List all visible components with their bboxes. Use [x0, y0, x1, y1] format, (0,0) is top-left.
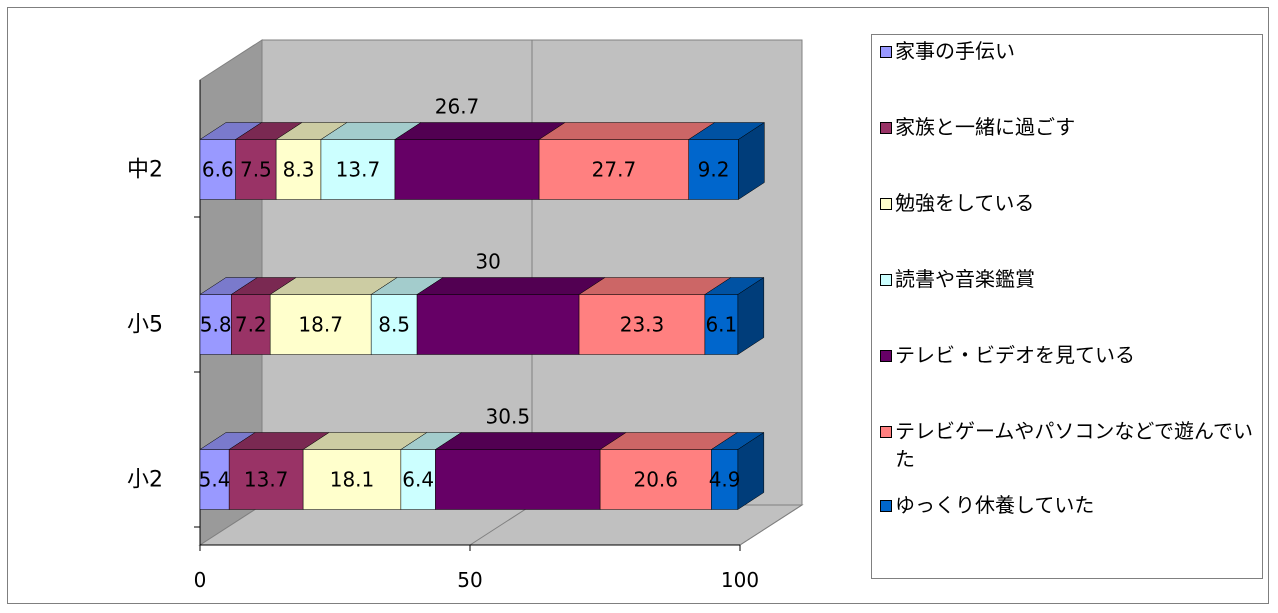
legend-swatch [880, 46, 892, 58]
legend-swatch [880, 274, 892, 286]
bar-top [578, 277, 732, 295]
data-label: 30.5 [486, 405, 531, 429]
category-label: 小5 [127, 313, 163, 338]
bar-segment [416, 294, 580, 355]
legend-swatch [880, 500, 892, 512]
bar-top [538, 122, 716, 140]
bar-segment [199, 294, 232, 355]
bar-segment [228, 449, 304, 510]
category-label: 小2 [127, 468, 163, 493]
legend-swatch [880, 426, 892, 438]
data-label: 27.7 [592, 158, 637, 182]
data-label: 18.7 [298, 313, 343, 337]
bar-segment [231, 294, 271, 355]
bar-segment [599, 449, 712, 510]
legend-label: テレビ・ビデオを見ている [895, 343, 1135, 367]
gridline-floor [469, 504, 533, 546]
x-tick-label: 0 [194, 568, 207, 592]
bar-top [434, 432, 627, 450]
legend-label: ゆっくり休養していた [895, 493, 1095, 517]
bar-top [394, 122, 566, 140]
legend-item: 勉強をしている [880, 189, 1255, 217]
data-label: 7.5 [240, 158, 272, 182]
x-tick-label: 50 [457, 568, 482, 592]
bar-segment [400, 449, 436, 510]
x-tick-label: 100 [721, 568, 759, 592]
bar-segment [704, 294, 739, 355]
bar-segment [538, 139, 689, 200]
data-label: 6.1 [705, 313, 737, 337]
bar-segment [269, 294, 372, 355]
bar-segment [688, 139, 739, 200]
legend-label: 読書や音楽鑑賞 [895, 267, 1035, 291]
bar-segment [235, 139, 277, 200]
data-label: 8.3 [283, 158, 315, 182]
data-label: 13.7 [336, 158, 381, 182]
legend: 家事の手伝い家族と一緒に過ごす 勉強をしている 読書や音楽鑑賞テレビ・ビデオを見てい… [871, 34, 1263, 579]
bar-segment [711, 449, 739, 510]
legend-label: 勉強をしている [895, 191, 1035, 215]
data-label: 20.6 [633, 468, 678, 492]
data-label: 7.2 [235, 313, 267, 337]
bar-segment [370, 294, 418, 355]
legend-swatch [880, 198, 892, 210]
data-label: 9.2 [698, 158, 730, 182]
data-label: 6.4 [402, 468, 434, 492]
bar-segment [199, 139, 236, 200]
gridline-floor [739, 504, 803, 546]
legend-item: 家事の手伝い [880, 37, 1255, 65]
bar-segment [302, 449, 402, 510]
bar-segment [275, 139, 322, 200]
data-label: 18.1 [330, 468, 375, 492]
legend-item: 家族と一緒に過ごす [880, 113, 1255, 141]
bar-top [416, 277, 606, 295]
legend-item: テレビゲームやパソコンなどで遊んでいた [880, 417, 1255, 473]
data-label: 6.6 [202, 158, 234, 182]
legend-item: ゆっくり休養していた [880, 491, 1255, 519]
category-label: 中2 [127, 158, 163, 183]
stacked-bar-chart: 0 50 100 中2 6.6 7.5 8.3 13.7 26.7 27.7 9.2 小5 5.8 7.2… [127, 39, 804, 592]
bar-segment [394, 139, 540, 200]
legend-swatch [880, 350, 892, 362]
legend-label: テレビゲームやパソコンなどで遊んでいた [895, 419, 1253, 471]
bar-segment [435, 449, 601, 510]
legend-item: テレビ・ビデオを見ている [880, 341, 1255, 369]
data-label: 23.3 [620, 313, 665, 337]
data-label: 26.7 [435, 95, 480, 119]
legend-item: 読書や音楽鑑賞 [880, 265, 1255, 293]
bar-segment [320, 139, 396, 200]
bar-segment [578, 294, 706, 355]
legend-label: 家族と一緒に過ごす [895, 115, 1076, 139]
data-label: 8.5 [378, 313, 410, 337]
data-label: 5.4 [199, 468, 231, 492]
data-label: 5.8 [200, 313, 232, 337]
data-label: 4.9 [709, 468, 741, 492]
data-label: 13.7 [244, 468, 289, 492]
legend-label: 家事の手伝い [895, 39, 1015, 63]
legend-swatch [880, 122, 892, 134]
data-label: 30 [475, 250, 500, 274]
